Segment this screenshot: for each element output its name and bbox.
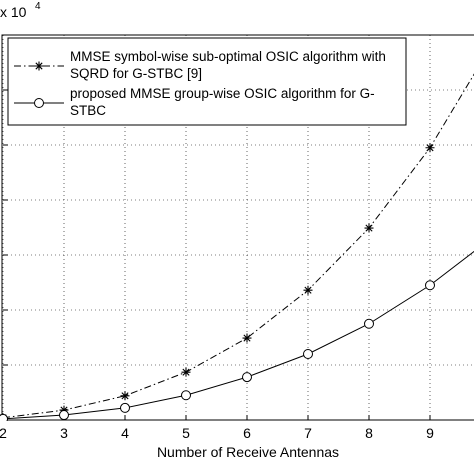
x-axis-label: Number of Receive Antennas <box>157 444 339 460</box>
marker <box>303 349 313 359</box>
x-tick-label: 7 <box>304 425 312 441</box>
y-multiplier: x 10 <box>0 4 27 20</box>
legend-box <box>7 37 407 126</box>
x-tick-label: 6 <box>243 425 251 441</box>
marker <box>120 402 130 413</box>
x-tick-label: 8 <box>365 425 373 441</box>
marker <box>59 410 69 421</box>
x-tick-label: 3 <box>60 425 68 441</box>
x-tick-label: 9 <box>426 425 434 441</box>
series-line <box>2 250 474 420</box>
marker <box>242 333 252 343</box>
marker <box>120 391 130 401</box>
marker <box>364 318 374 329</box>
legend-label: MMSE symbol-wise sub-optimal OSIC algori… <box>70 49 386 81</box>
legend-marker <box>34 98 44 108</box>
plot-frame <box>1 34 474 421</box>
marker <box>425 143 435 153</box>
legend-label: proposed MMSE group-wise OSIC algorithm … <box>70 86 375 118</box>
x-tick-label: 2 <box>0 425 7 441</box>
plot-area <box>0 73 474 421</box>
marker <box>303 285 313 295</box>
legend-marker <box>34 61 44 71</box>
marker <box>0 413 8 421</box>
marker <box>242 372 252 383</box>
marker <box>181 367 191 377</box>
marker <box>425 280 435 291</box>
marker <box>181 390 191 401</box>
y-multiplier-exponent: 4 <box>35 1 41 12</box>
marker <box>364 223 374 233</box>
x-tick-label: 5 <box>182 425 190 441</box>
x-tick-label: 4 <box>121 425 129 441</box>
